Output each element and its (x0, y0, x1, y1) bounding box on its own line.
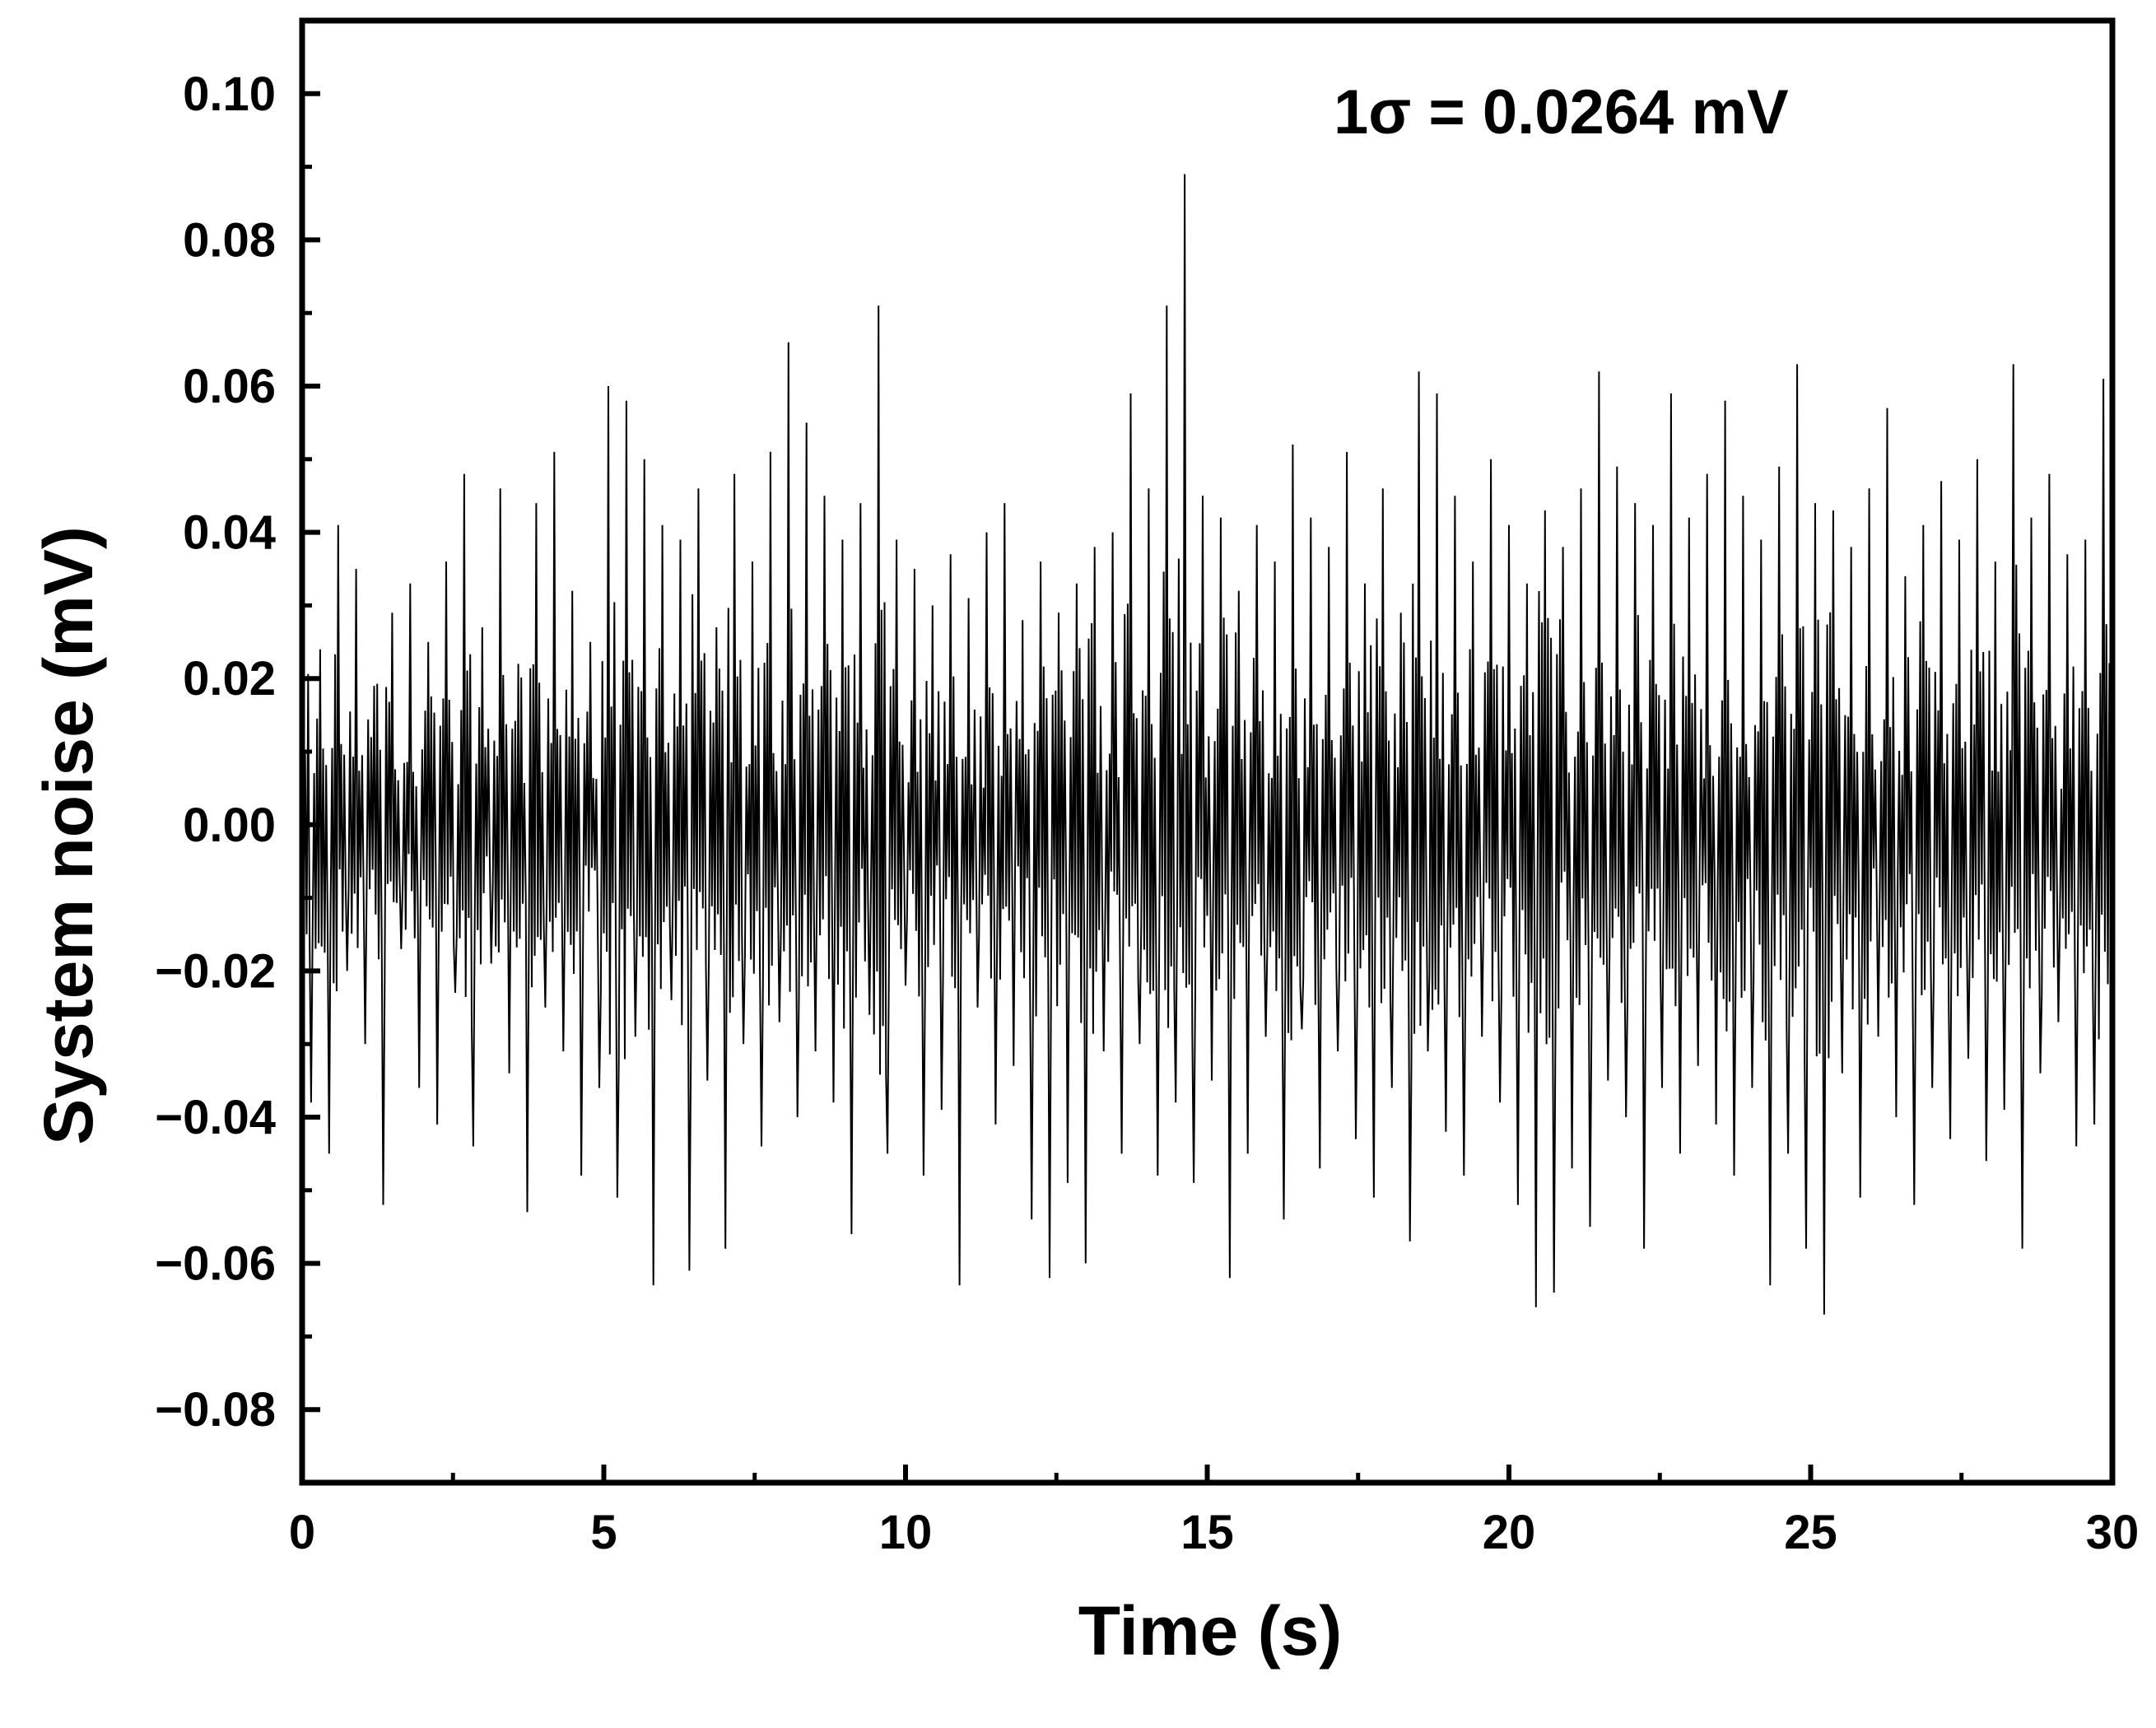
x-tick-label: 15 (1180, 1506, 1234, 1559)
x-tick-label: 30 (2086, 1506, 2140, 1559)
y-axis-title: System noise (mV) (30, 526, 107, 1145)
series-line-0 (301, 174, 2113, 1315)
x-tick-label: 5 (590, 1506, 617, 1559)
y-tick-label: 0.06 (183, 360, 276, 413)
noise-series (301, 174, 2113, 1315)
x-tick-label: 20 (1483, 1506, 1536, 1559)
y-tick-label: −0.08 (155, 1383, 276, 1437)
x-tick-label: 10 (879, 1506, 933, 1559)
y-tick-label: −0.06 (155, 1237, 276, 1291)
y-tick-label: 0.10 (183, 68, 276, 121)
x-tick-label: 0 (289, 1506, 315, 1559)
y-tick-label: 0.00 (183, 799, 276, 852)
x-tick-label: 25 (1784, 1506, 1837, 1559)
ticks: 0 5 10 15 20 25 30 −0.08 −0.06 −0.04 −0.02 0.00 0.02… (155, 18, 2140, 1559)
sigma-annotation: 1σ = 0.0264 mV (1334, 77, 1789, 147)
y-tick-label: 0.04 (183, 506, 276, 560)
y-tick-label: 0.08 (183, 213, 276, 267)
y-tick-label: −0.02 (155, 944, 276, 998)
y-tick-label: −0.04 (155, 1091, 276, 1144)
x-axis-title: Time (s) (1078, 1592, 1343, 1670)
y-tick-label: 0.02 (183, 652, 276, 706)
